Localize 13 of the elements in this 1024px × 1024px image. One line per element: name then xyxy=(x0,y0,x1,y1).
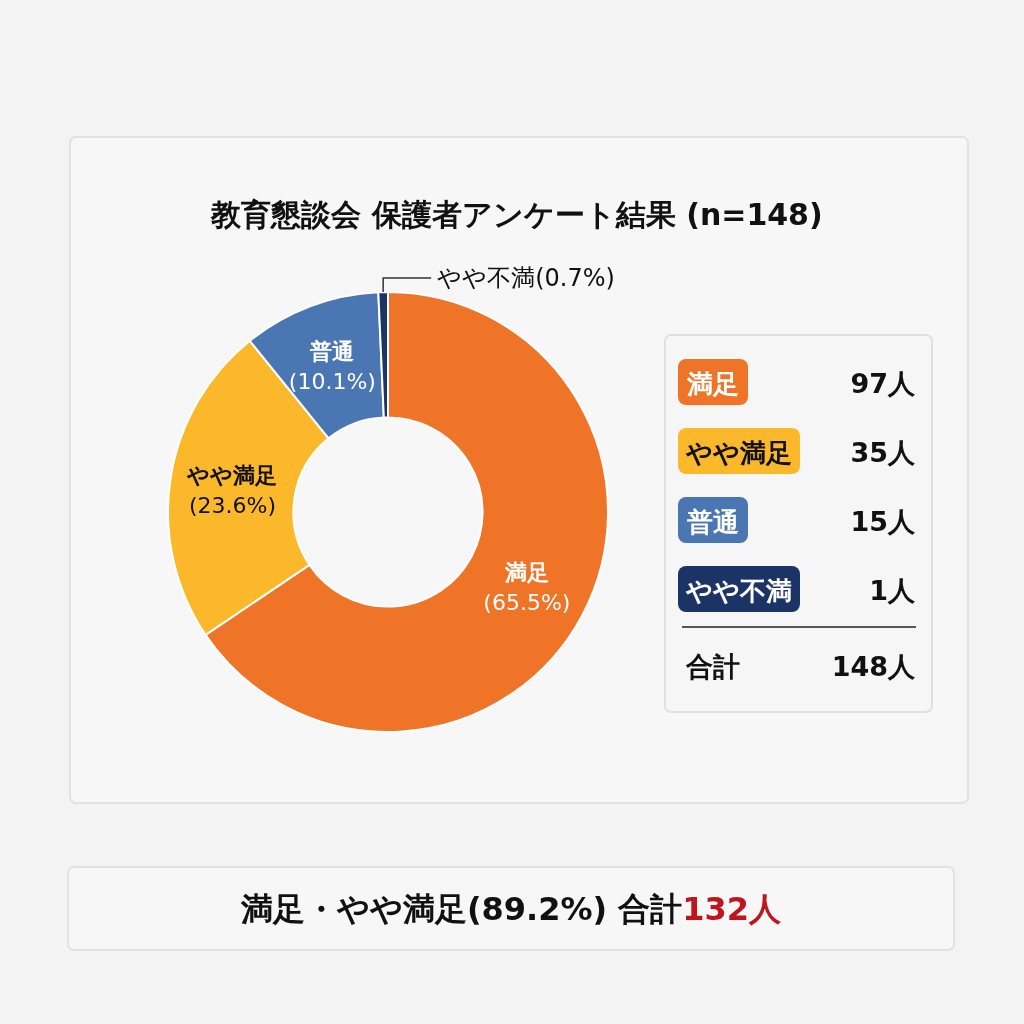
data-label: (0.7%) xyxy=(535,264,615,293)
legend: 満足 97人 やや満足 35人 普通 15人 やや不満 1人 合計 148人 xyxy=(664,334,933,713)
text: 満足・やや満足(89.2%) 合計 xyxy=(239,890,683,928)
slice-label: やや満足 xyxy=(186,462,278,488)
chart-title: 教育懇談会 保護者アンケート結果 (n=148) xyxy=(210,197,823,232)
slice-label: 満足 xyxy=(686,369,739,399)
slice-label: やや不満 xyxy=(437,264,536,293)
data-label: (23.6%) xyxy=(188,492,276,518)
text: 132人 xyxy=(682,890,783,928)
slice-label: 満足 xyxy=(503,559,549,585)
slice-label: 普通 xyxy=(309,338,355,364)
data-label: (65.5%) xyxy=(483,589,571,615)
data-label: (10.1%) xyxy=(288,368,376,394)
